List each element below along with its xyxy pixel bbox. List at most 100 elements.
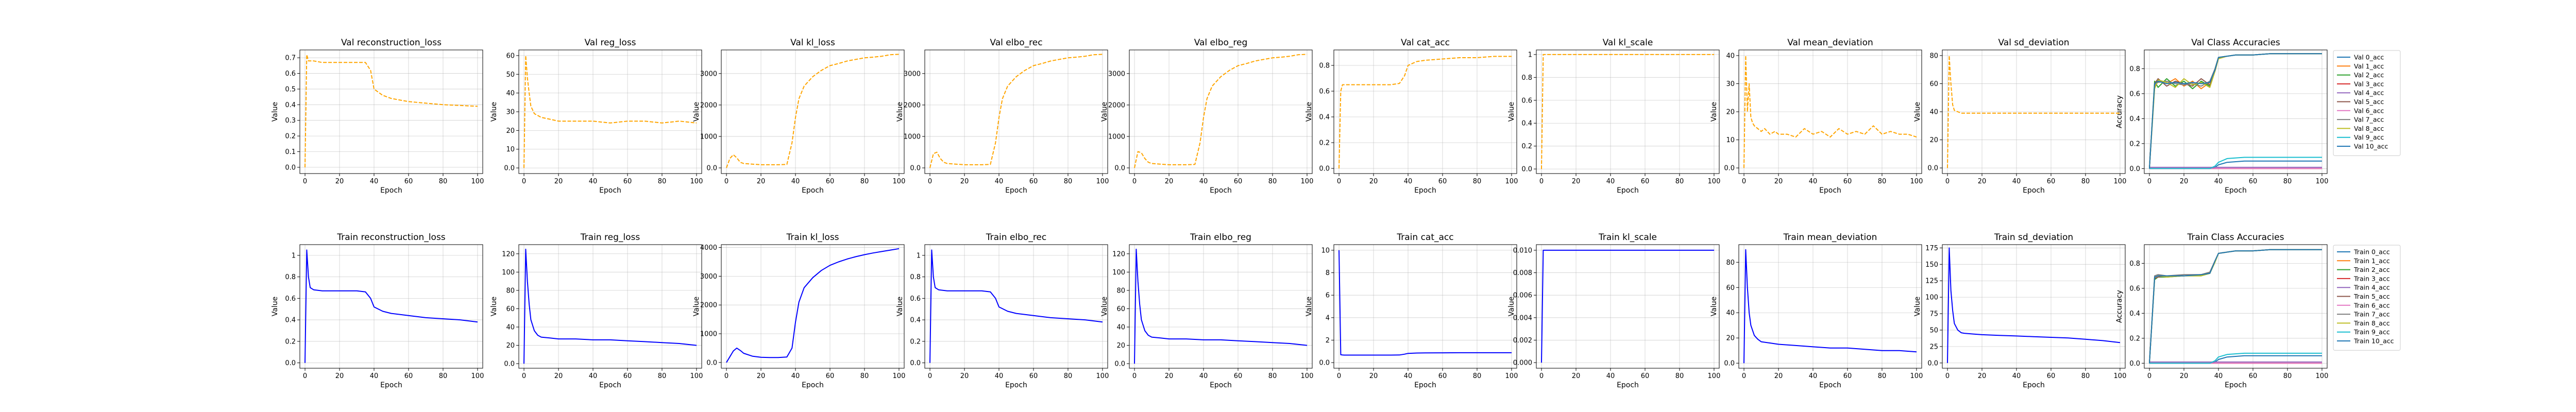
y-tick-label: 0.6	[1521, 97, 1532, 105]
chart-title: Train cat_acc	[1396, 232, 1453, 243]
y-axis-label: Value	[1710, 297, 1718, 316]
x-tick-label: 80	[1064, 372, 1073, 380]
x-tick-label: 0	[1337, 178, 1341, 185]
y-tick-label: 0.4	[910, 317, 921, 324]
x-tick-label: 80	[439, 178, 448, 185]
series-line	[1134, 54, 1308, 168]
x-tick-label: 40	[1809, 178, 1818, 185]
y-axis-label: Value	[490, 297, 498, 316]
chart-title: Val elbo_rec	[990, 38, 1042, 48]
y-tick-label: 0.4	[2129, 115, 2140, 123]
y-tick-label: 0.0	[1927, 359, 1938, 367]
x-tick-label: 80	[1878, 372, 1887, 380]
y-axis-label: Value	[271, 297, 279, 316]
x-tick-label: 0	[303, 178, 307, 185]
legend-label: Train 2_acc	[2353, 266, 2390, 273]
x-tick-label: 20	[554, 178, 563, 185]
series-line	[523, 248, 697, 364]
chart-panel: 0 20 40 60 80 100 0.0 20 40 60 80 Val sd_deviation E…	[1913, 38, 2126, 195]
y-tick-label: 100	[502, 269, 515, 277]
series-line	[2149, 53, 2322, 169]
y-tick-label: 0.0	[1927, 165, 1938, 173]
plot-frame	[299, 244, 483, 369]
x-tick-label: 100	[1505, 372, 1518, 380]
legend-label: Val 0_acc	[2354, 54, 2384, 61]
y-tick-label: 20	[506, 127, 515, 135]
y-tick-label: 0.7	[285, 55, 296, 62]
series-line	[2149, 249, 2322, 364]
plot-frame	[1333, 49, 1517, 174]
y-tick-label: 0.2	[2129, 335, 2140, 342]
y-axis-label: Value	[896, 102, 904, 122]
chart-title: Train kl_scale	[1598, 232, 1657, 243]
legend-label: Train 4_acc	[2353, 284, 2390, 291]
y-tick-label: 10	[506, 146, 515, 153]
y-tick-label: 0.8	[1521, 74, 1532, 82]
x-axis-label: Epoch	[802, 186, 824, 195]
y-tick-label: 0.2	[910, 338, 921, 346]
y-tick-label: 75	[1929, 311, 1938, 318]
x-tick-label: 60	[404, 372, 413, 380]
x-tick-label: 100	[471, 178, 484, 185]
plot-frame	[2144, 49, 2328, 174]
chart-panel: 0 20 40 60 80 100 0.0 0.2 0.4 0.6 0.8 1 Train elbo_r…	[896, 232, 1109, 389]
y-tick-label: 40	[1116, 324, 1125, 332]
series-line	[1541, 249, 1714, 363]
y-tick-label: 80	[1929, 52, 1938, 60]
x-tick-label: 40	[1404, 372, 1413, 380]
y-tick-label: 2000	[1108, 101, 1125, 109]
x-tick-label: 20	[757, 372, 766, 380]
x-tick-label: 60	[826, 178, 835, 185]
x-tick-label: 100	[893, 178, 906, 185]
y-tick-label: 3000	[904, 70, 921, 78]
y-tick-label: 0.6	[285, 70, 296, 78]
series-line	[304, 249, 478, 363]
x-tick-label: 20	[1572, 178, 1581, 185]
x-tick-label: 20	[335, 178, 344, 185]
series-line	[2149, 249, 2322, 364]
y-tick-label: 1000	[904, 133, 921, 141]
x-tick-label: 20	[1774, 178, 1783, 185]
x-axis-label: Epoch	[1819, 186, 1841, 195]
x-tick-label: 100	[690, 372, 703, 380]
x-axis-label: Epoch	[802, 381, 824, 389]
y-tick-label: 60	[506, 52, 515, 60]
chart-panel: 0 20 40 60 80 100 0.0 0.2 0.4 0.6 0.8 1 Train recons…	[271, 232, 484, 389]
series-line	[2149, 249, 2322, 364]
series-line	[1947, 247, 2121, 363]
y-tick-label: 0.0	[504, 360, 515, 368]
y-tick-label: 1000	[700, 331, 717, 338]
x-tick-label: 40	[589, 178, 598, 185]
series-line	[2149, 352, 2322, 364]
x-tick-label: 40	[1199, 372, 1208, 380]
plot-frame	[924, 244, 1108, 369]
y-tick-label: 3000	[700, 273, 717, 281]
x-tick-label: 0	[1742, 372, 1746, 380]
y-tick-label: 0.2	[2129, 140, 2140, 148]
legend-label: Train 10_acc	[2353, 337, 2394, 345]
legend-label: Train 0_acc	[2353, 248, 2390, 256]
x-tick-label: 0	[1132, 178, 1137, 185]
x-tick-label: 40	[995, 372, 1004, 380]
x-tick-label: 40	[1606, 372, 1615, 380]
legend-label: Val 2_acc	[2354, 71, 2384, 79]
y-tick-label: 1000	[700, 133, 717, 141]
x-tick-label: 20	[1369, 372, 1378, 380]
chart-title: Val sd_deviation	[1998, 38, 2069, 48]
y-axis-label: Value	[1913, 102, 1922, 122]
chart-title: Train reconstruction_loss	[336, 232, 445, 243]
series-line	[2149, 53, 2322, 169]
series-line	[1541, 54, 1714, 169]
y-tick-label: 0.0	[910, 359, 921, 367]
x-tick-label: 80	[1878, 178, 1887, 185]
x-tick-label: 100	[893, 372, 906, 380]
plot-frame	[1333, 244, 1517, 369]
y-tick-label: 60	[1116, 305, 1125, 313]
x-tick-label: 20	[1572, 372, 1581, 380]
chart-title: Train kl_loss	[786, 232, 839, 243]
chart-title: Val kl_scale	[1603, 38, 1653, 48]
x-tick-label: 0	[724, 372, 728, 380]
